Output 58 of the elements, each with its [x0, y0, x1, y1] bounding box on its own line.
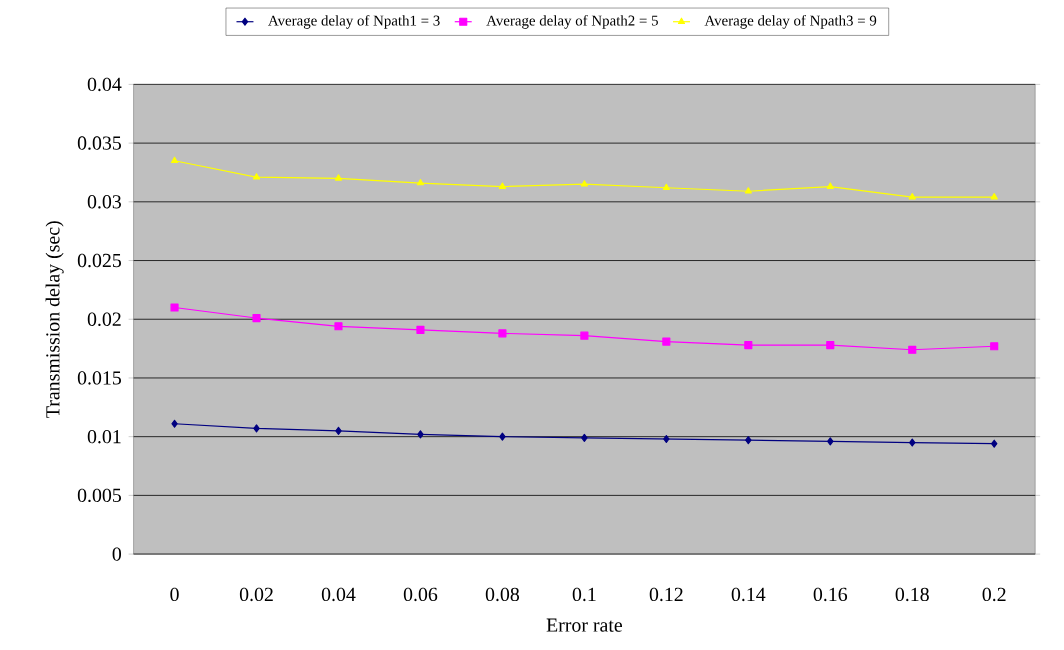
- point: [498, 329, 507, 338]
- point: [252, 313, 261, 322]
- point: [171, 419, 178, 428]
- x-tick-label: 0.12: [649, 587, 683, 601]
- y-tick-label: 0.035: [77, 136, 122, 150]
- point: [416, 178, 425, 186]
- point: [826, 182, 834, 189]
- point: [744, 340, 753, 349]
- point: [581, 433, 588, 442]
- y-tick-label: 0: [112, 547, 122, 561]
- point: [170, 303, 179, 312]
- point: [252, 172, 261, 180]
- point: [827, 437, 834, 446]
- y-tick-label: 0.02: [87, 312, 121, 326]
- point: [908, 345, 917, 354]
- y-tick-label: 0.04: [87, 77, 122, 91]
- point: [253, 424, 260, 433]
- point: [990, 341, 999, 351]
- y-tick-label: 0.025: [77, 253, 122, 268]
- point: [826, 340, 835, 349]
- x-tick-label: 0.06: [403, 587, 438, 601]
- legend-label: Average delay of Npath1 = 3: [268, 14, 440, 29]
- point: [745, 435, 752, 445]
- point: [663, 434, 670, 443]
- x-tick-label: 0.14: [731, 587, 766, 601]
- legend-label: Average delay of Npath2 = 5: [486, 14, 658, 29]
- point: [334, 174, 343, 181]
- x-tick-label: 0.08: [485, 587, 520, 601]
- point: [909, 438, 916, 447]
- x-tick-label: 0: [170, 587, 179, 601]
- x-tick-label: 0.02: [239, 587, 273, 601]
- y-tick-label: 0.03: [87, 194, 121, 209]
- point: [580, 331, 589, 340]
- y-tick-label: 0.005: [77, 488, 122, 502]
- x-tick-label: 0.04: [321, 587, 356, 601]
- point: [991, 439, 998, 448]
- point: [498, 182, 507, 189]
- point: [662, 337, 671, 346]
- point: [744, 186, 752, 194]
- y-tick-label: 0.015: [77, 371, 122, 385]
- point: [334, 322, 343, 331]
- point: [908, 192, 916, 200]
- point: [417, 430, 424, 439]
- x-tick-label: 0.2: [982, 587, 1006, 601]
- point: [416, 325, 425, 334]
- x-tick-label: 0.16: [813, 587, 848, 601]
- point: [170, 156, 179, 163]
- y-axis-title: Transmission delay (sec): [45, 220, 64, 418]
- point: [990, 192, 998, 200]
- x-tick-label: 0.18: [895, 587, 929, 601]
- x-axis-title: Error rate: [546, 618, 622, 632]
- y-tick-label: 0.01: [87, 429, 121, 444]
- point: [335, 426, 342, 435]
- x-tick-label: 0.1: [572, 587, 596, 601]
- point: [499, 432, 506, 441]
- point: [580, 179, 588, 187]
- legend-label: Average delay of Npath3 = 9: [704, 14, 877, 29]
- point: [662, 183, 670, 190]
